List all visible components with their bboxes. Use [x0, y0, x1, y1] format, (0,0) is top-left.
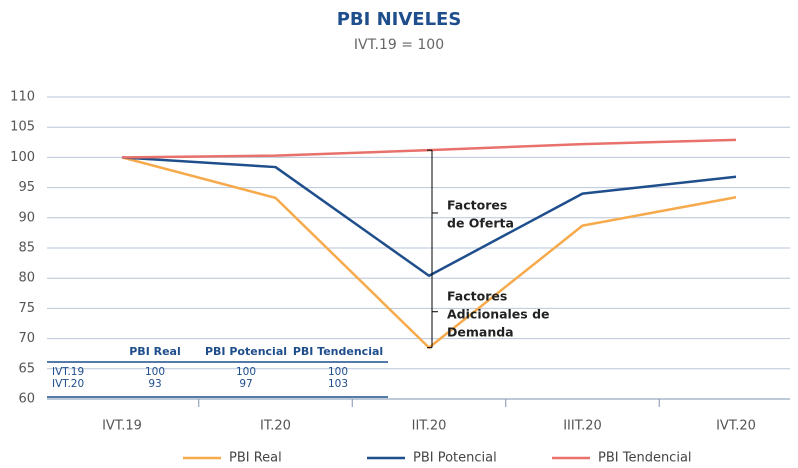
y-tick-label: 85	[18, 241, 35, 256]
y-tick-label: 80	[18, 271, 35, 286]
annotation: Demanda	[447, 325, 514, 340]
legend-label: PBI Tendencial	[598, 451, 692, 466]
y-tick-label: 90	[18, 210, 35, 225]
y-tick-label: 110	[10, 90, 35, 105]
table-cell: 97	[239, 378, 252, 390]
y-tick-label: 60	[18, 392, 35, 407]
y-tick-label: 100	[10, 150, 35, 165]
annotation: Factores	[447, 198, 507, 213]
x-tick-label: IVT.19	[102, 419, 142, 434]
y-tick-label: 95	[18, 180, 35, 195]
y-tick-label: 105	[10, 120, 35, 135]
table-cell: 100	[328, 366, 348, 378]
table-header: PBI Potencial	[205, 345, 287, 358]
table-cell: 103	[328, 378, 348, 390]
y-tick-label: 70	[18, 331, 35, 346]
chart-title: PBI NIVELES	[337, 9, 462, 30]
table-row-label: IVT.20	[52, 378, 84, 390]
table-cell: 100	[145, 366, 165, 378]
x-tick-label: IIIT.20	[563, 419, 602, 434]
x-tick-label: IVT.20	[716, 419, 756, 434]
chart-subtitle: IVT.19 = 100	[354, 37, 444, 53]
series-line	[121, 156, 737, 278]
x-tick-label: IIT.20	[412, 419, 447, 434]
legend-label: PBI Real	[229, 451, 282, 466]
table-cell: 93	[148, 378, 161, 390]
annotation: Adicionales de	[447, 307, 550, 322]
table-header: PBI Tendencial	[293, 345, 383, 358]
y-tick-label: 75	[18, 301, 35, 316]
annotation: de Oferta	[447, 216, 514, 231]
annotation: Factores	[447, 289, 507, 304]
table-cell: 100	[236, 366, 256, 378]
x-tick-label: IT.20	[260, 419, 291, 434]
table-header: PBI Real	[129, 345, 181, 358]
y-tick-label: 65	[18, 361, 35, 376]
table-row-label: IVT.19	[52, 366, 84, 378]
legend-label: PBI Potencial	[413, 451, 497, 466]
series-line	[121, 138, 737, 159]
